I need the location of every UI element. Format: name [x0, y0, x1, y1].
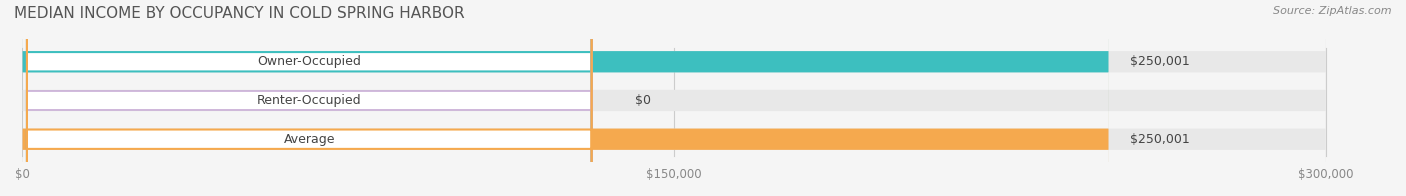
Text: $0: $0	[636, 94, 651, 107]
Text: Renter-Occupied: Renter-Occupied	[257, 94, 361, 107]
Text: Owner-Occupied: Owner-Occupied	[257, 55, 361, 68]
FancyBboxPatch shape	[22, 0, 1108, 196]
FancyBboxPatch shape	[27, 0, 592, 196]
FancyBboxPatch shape	[27, 0, 592, 196]
FancyBboxPatch shape	[27, 0, 592, 196]
FancyBboxPatch shape	[22, 0, 1108, 196]
FancyBboxPatch shape	[22, 0, 1326, 196]
Text: $250,001: $250,001	[1130, 133, 1189, 146]
Text: $250,001: $250,001	[1130, 55, 1189, 68]
Text: Average: Average	[284, 133, 335, 146]
Text: Source: ZipAtlas.com: Source: ZipAtlas.com	[1274, 6, 1392, 16]
FancyBboxPatch shape	[22, 0, 1326, 196]
FancyBboxPatch shape	[22, 0, 1326, 196]
Text: MEDIAN INCOME BY OCCUPANCY IN COLD SPRING HARBOR: MEDIAN INCOME BY OCCUPANCY IN COLD SPRIN…	[14, 6, 465, 21]
